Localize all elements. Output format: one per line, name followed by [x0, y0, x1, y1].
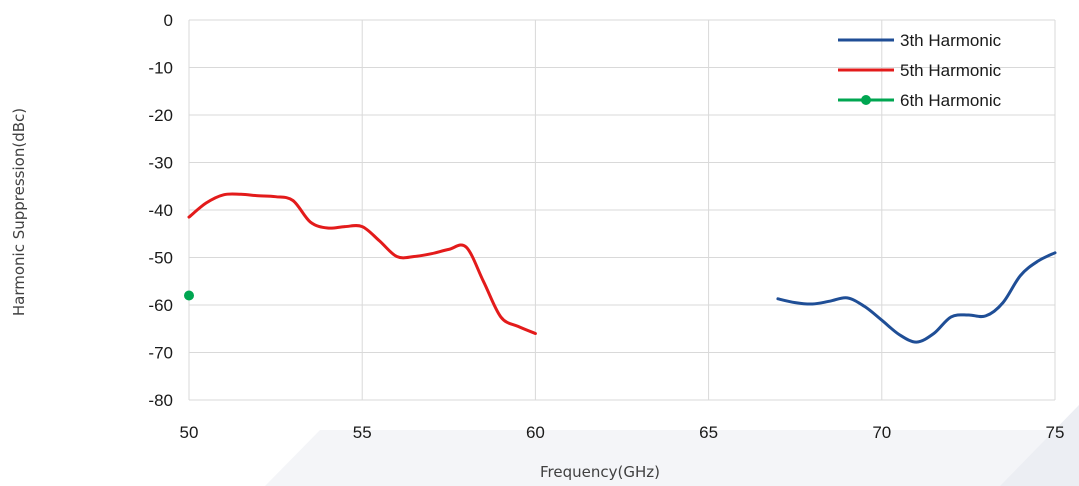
y-tick-label: -20 — [148, 106, 173, 125]
x-axis-title: Frequency(GHz) — [540, 463, 660, 481]
x-axis-ticks: 50 55 60 65 70 75 — [180, 423, 1065, 442]
watermark-wedge — [1000, 405, 1079, 486]
x-tick-label: 65 — [699, 423, 718, 442]
y-tick-label: -60 — [148, 296, 173, 315]
grid — [188, 19, 1056, 401]
series-line — [187, 192, 537, 335]
y-tick-label: -40 — [148, 201, 173, 220]
data-point — [184, 290, 194, 301]
x-tick-label: 75 — [1046, 423, 1065, 442]
legend-label: 3th Harmonic — [900, 31, 1002, 50]
y-tick-label: -70 — [148, 344, 173, 363]
legend-label: 5th Harmonic — [900, 61, 1002, 80]
legend-marker — [861, 95, 871, 105]
series-layer — [184, 192, 1057, 344]
y-tick-label: -80 — [148, 391, 173, 410]
watermark-band — [265, 430, 1079, 486]
y-tick-label: 0 — [164, 11, 173, 30]
y-tick-label: -10 — [148, 59, 173, 78]
legend-label: 6th Harmonic — [900, 91, 1002, 110]
series-line — [776, 251, 1057, 344]
x-tick-label: 55 — [353, 423, 372, 442]
x-tick-label: 60 — [526, 423, 545, 442]
y-tick-label: -50 — [148, 249, 173, 268]
y-axis-title: Harmonic Suppression(dBc) — [10, 108, 28, 316]
x-tick-label: 70 — [872, 423, 891, 442]
legend: 3th Harmonic 5th Harmonic 6th Harmonic — [838, 31, 1002, 110]
y-axis-ticks: 0 -10 -20 -30 -40 -50 -60 -70 -80 — [148, 11, 173, 410]
x-tick-label: 50 — [180, 423, 199, 442]
background-watermark — [265, 405, 1079, 486]
y-tick-label: -30 — [148, 154, 173, 173]
